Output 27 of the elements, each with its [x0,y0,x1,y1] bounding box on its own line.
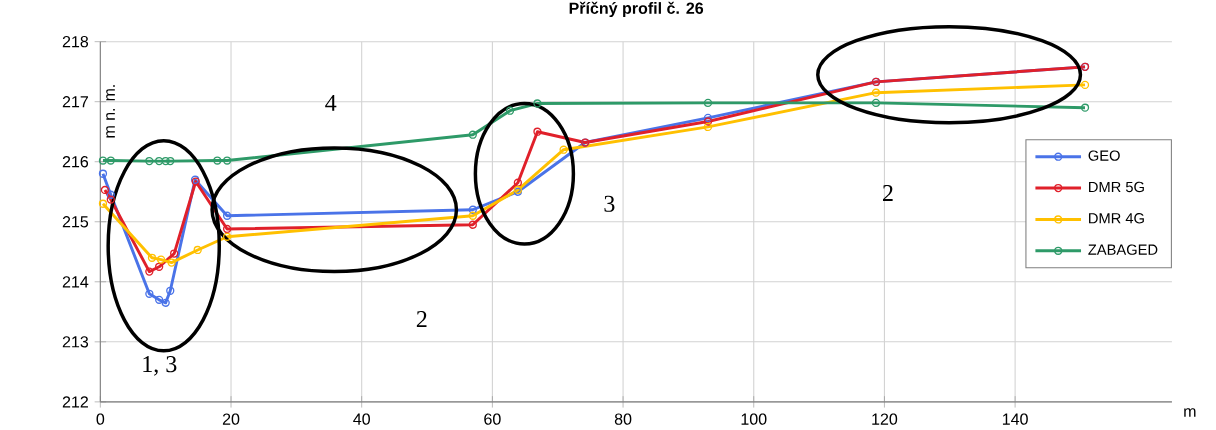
x-tick-label: 120 [872,413,898,425]
x-tick-label: 60 [484,413,501,425]
legend-label: GEO [1088,150,1120,161]
x-tick-label: 100 [741,413,767,425]
x-tick-label: 0 [96,413,105,425]
y-tick-label: 214 [62,276,89,288]
y-axis-title: m n. m. [106,85,115,138]
legend-label: ZABAGED [1088,244,1158,255]
x-tick-label: 140 [1002,413,1028,425]
x-tick-label: 40 [353,413,370,425]
annotation: 3 [604,195,615,212]
legend-label: DMR 4G [1089,213,1144,224]
x-tick-label: 20 [222,413,240,425]
y-tick-label: 212 [62,396,88,408]
legend-label: DMR 5G [1089,181,1144,193]
y-tick-label: 218 [62,35,89,48]
annotation: 1, 3 [143,356,177,376]
y-tick-label: 216 [62,156,89,168]
y-tick-label: 217 [62,96,88,108]
y-tick-label: 215 [62,216,89,228]
x-tick-label: 80 [614,413,632,425]
x-axis-title: m [1184,408,1196,417]
y-tick-label: 213 [62,336,89,348]
annotation: 2 [882,184,893,201]
annotation: 2 [416,311,427,327]
annotation: 4 [325,94,337,111]
chart-title: Příčný profil č. 26 [569,1,704,18]
